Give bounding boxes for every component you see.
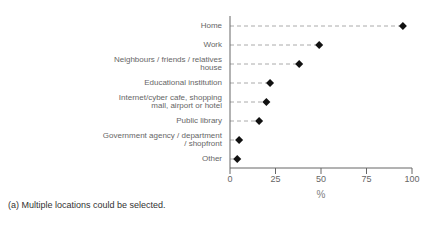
html-text:(a) Multiple locations could b: (a) Multiple locations could be selected… bbox=[8, 200, 166, 210]
svg-text:Educational institution: Educational institution bbox=[144, 78, 222, 87]
svg-text:Neighbours / friends / relativ: Neighbours / friends / relativeshouse bbox=[114, 55, 223, 72]
svg-text:Public library: Public library bbox=[176, 116, 222, 125]
svg-text:%: % bbox=[317, 189, 326, 198]
svg-text:0: 0 bbox=[227, 174, 232, 184]
svg-text:50: 50 bbox=[316, 174, 326, 184]
svg-text:25: 25 bbox=[270, 174, 280, 184]
svg-text:Home: Home bbox=[201, 21, 223, 30]
svg-text:75: 75 bbox=[361, 174, 371, 184]
svg-text:Internet/cyber cafe, shoppingm: Internet/cyber cafe, shoppingmall, airpo… bbox=[119, 93, 222, 110]
svg-text:Work: Work bbox=[203, 40, 223, 49]
svg-text:100: 100 bbox=[404, 174, 419, 184]
svg-text:Government agency / department: Government agency / department/ shopfron… bbox=[103, 131, 223, 148]
svg-text:Other: Other bbox=[202, 154, 222, 163]
